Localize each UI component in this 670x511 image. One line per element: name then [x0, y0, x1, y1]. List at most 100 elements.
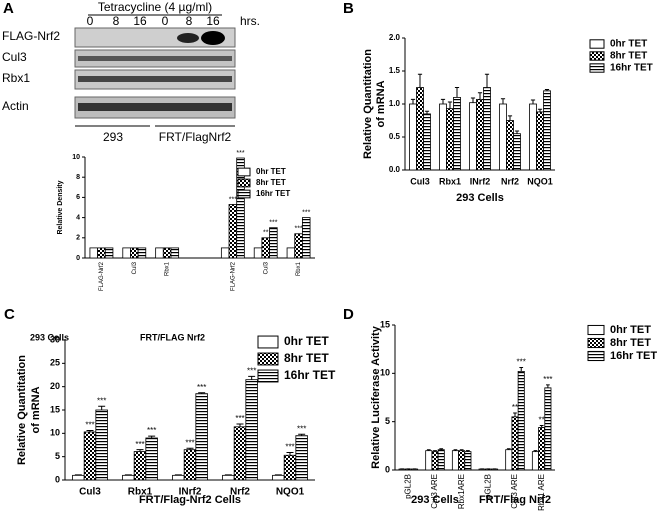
row-label: Rbx1 — [2, 71, 30, 85]
x-axis-label: FRT/Flag-Nrf2 Cells — [139, 494, 241, 506]
bar — [283, 454, 297, 481]
bar — [222, 474, 235, 481]
error-bar — [454, 87, 460, 98]
error-bar — [248, 375, 256, 380]
bar — [245, 379, 258, 481]
error-bar — [537, 108, 543, 112]
bar — [458, 450, 466, 471]
legend-swatch — [257, 335, 279, 349]
significance: *** — [297, 424, 306, 433]
error-bar — [298, 433, 306, 436]
x-tick-label: Cul3 ARE — [430, 474, 439, 509]
x-tick-label: Rbx1 — [128, 487, 153, 498]
bar — [425, 450, 433, 471]
significance: *** — [285, 443, 294, 452]
bar — [543, 90, 551, 171]
group-label: FRT/Flag Nrf2 — [479, 494, 551, 506]
significance: *** — [294, 226, 302, 233]
significance: *** — [85, 421, 94, 430]
row-label: Actin — [2, 99, 29, 113]
bar — [451, 450, 459, 471]
y-tick-label: 10 — [72, 154, 80, 161]
legend-swatch — [589, 39, 605, 49]
error-bar — [433, 450, 437, 452]
error-bar — [477, 92, 483, 100]
significance: ** — [263, 230, 269, 237]
x-tick-label: Cul3 — [132, 261, 138, 274]
error-bar — [410, 98, 416, 104]
bar — [513, 133, 521, 171]
bar — [517, 370, 525, 471]
blot-strip — [74, 27, 236, 48]
error-bar — [500, 98, 506, 104]
significance: ** — [539, 416, 545, 425]
x-tick-label: pGL2B — [403, 474, 412, 499]
bar — [104, 247, 114, 259]
bar — [83, 431, 97, 481]
bar — [536, 111, 544, 171]
lane-label: 0 — [87, 14, 94, 28]
y-tick-label: 1.0 — [389, 99, 401, 108]
band — [78, 56, 232, 61]
legend-swatch — [589, 51, 605, 61]
significance: *** — [197, 383, 206, 392]
y-tick-label: 1.5 — [389, 66, 401, 75]
legend-swatch — [257, 369, 279, 383]
error-bar — [98, 405, 106, 410]
y-tick-label: 20 — [50, 381, 60, 391]
group-label: 293 — [103, 130, 123, 144]
error-bar — [546, 384, 550, 388]
error-bar — [286, 451, 294, 456]
bar — [446, 108, 454, 171]
legend-swatch — [589, 63, 605, 73]
band — [78, 103, 232, 111]
y-tick-label: 15 — [50, 404, 60, 414]
y-axis-label: of mRNA — [375, 80, 387, 127]
bar — [511, 416, 519, 471]
y-tick-label: 5 — [55, 451, 60, 461]
x-tick-label: Cul3 — [79, 487, 101, 498]
bar — [228, 204, 238, 259]
error-bar — [439, 448, 444, 450]
error-bar — [459, 449, 464, 451]
error-bar — [466, 450, 470, 452]
bar — [195, 393, 208, 481]
x-tick-label: Cul3 ARE — [510, 474, 519, 509]
bar — [172, 474, 185, 481]
significance: *** — [147, 426, 156, 435]
legend-swatch — [257, 352, 279, 366]
x-tick-label: Rbx1 ARE — [537, 474, 546, 511]
x-tick-label: Cul3 — [410, 176, 430, 186]
panel-letter: D — [343, 306, 354, 323]
group-label: FRT/FlagNrf2 — [159, 130, 232, 144]
significance: *** — [235, 414, 244, 423]
lane-label: 16 — [133, 14, 147, 28]
bar — [133, 451, 147, 481]
panel-letter: A — [3, 0, 14, 17]
bar — [437, 449, 445, 471]
bar — [506, 120, 514, 171]
error-bar — [519, 367, 524, 372]
y-tick-label: 4 — [76, 214, 80, 221]
error-bar — [506, 448, 511, 450]
error-bar — [484, 73, 490, 88]
bar — [464, 451, 472, 471]
panel-letter: C — [4, 306, 15, 323]
legend-swatch — [237, 167, 251, 177]
x-tick-label: Rbx1 — [165, 261, 171, 276]
band — [78, 76, 232, 82]
y-tick-label: 6 — [76, 194, 80, 201]
band — [177, 33, 199, 43]
legend-label: 0hr TET — [610, 324, 651, 336]
legend-label: 8hr TET — [256, 178, 286, 187]
significance: *** — [236, 150, 244, 157]
band — [201, 31, 225, 45]
y-axis-label: Relative Quantitation — [16, 355, 28, 465]
y-tick-label: 5 — [385, 416, 390, 426]
annotation: FRT/FLAG Nrf2 — [140, 332, 205, 342]
row-label: FLAG-Nrf2 — [2, 29, 60, 43]
error-bar — [440, 98, 446, 104]
bar — [122, 474, 135, 481]
y-tick-label: 0.0 — [389, 165, 401, 174]
